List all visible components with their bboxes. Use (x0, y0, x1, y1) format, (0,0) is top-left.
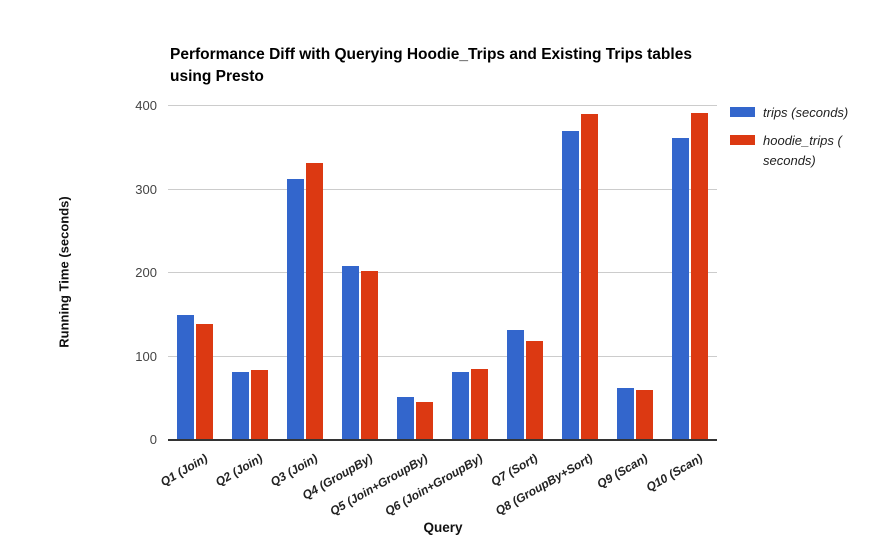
bar-trips-q3-join[interactable] (287, 178, 305, 440)
chart-title: Performance Diff with Querying Hoodie_Tr… (170, 44, 692, 88)
legend-swatch-trips (730, 107, 755, 117)
bar-group-q7-sort (497, 106, 552, 440)
y-tick-100: 100 (135, 348, 157, 364)
gridline-400 (168, 105, 717, 106)
bar-group-q2-join (223, 106, 278, 440)
y-tick-300: 300 (135, 181, 157, 197)
bar-hoodie-trips-q10-scan[interactable] (690, 112, 708, 440)
legend-label-line: seconds) (763, 153, 816, 168)
x-label-q2-join: Q2 (Join) (213, 451, 266, 490)
x-label-q9-scan: Q9 (Scan) (594, 451, 650, 492)
bar-hoodie-trips-q4-groupby[interactable] (361, 271, 379, 440)
bar-trips-q8-groupby-sort[interactable] (561, 131, 579, 440)
bar-hoodie-trips-q2-join[interactable] (251, 369, 269, 440)
gridline-200 (168, 272, 717, 273)
legend-swatch-hoodie-trips (730, 135, 755, 145)
plot-area (168, 105, 717, 441)
bar-hoodie-trips-q8-groupby-sort[interactable] (580, 114, 598, 440)
bar-hoodie-trips-q3-join[interactable] (306, 162, 324, 440)
x-axis-title: Query (423, 520, 463, 535)
bar-group-q6-join-groupby (443, 106, 498, 440)
bar-group-q1-join (168, 106, 223, 440)
bar-hoodie-trips-q9-scan[interactable] (635, 389, 653, 440)
bar-trips-q2-join[interactable] (232, 372, 250, 440)
bar-trips-q1-join[interactable] (177, 314, 195, 440)
legend-item-hoodie-trips[interactable]: hoodie_trips ( seconds) (730, 131, 880, 171)
bar-trips-q5-join-groupby[interactable] (397, 396, 415, 440)
x-label-q10-scan: Q10 (Scan) (643, 451, 705, 495)
bar-trips-q6-join-groupby[interactable] (451, 371, 469, 440)
gridline-300 (168, 188, 717, 190)
chart-title-line-1: Performance Diff with Querying Hoodie_Tr… (170, 46, 692, 63)
x-label-q6-join-groupby: Q6 (Join+GroupBy) (382, 451, 485, 519)
bar-hoodie-trips-q5-join-groupby[interactable] (416, 402, 434, 440)
x-axis-baseline (168, 439, 717, 441)
x-label-q8-groupby-sort: Q8 (GroupBy+Sort) (492, 451, 595, 518)
y-tick-200: 200 (135, 265, 157, 280)
bar-group-q3-join (278, 106, 333, 440)
bar-group-q8-groupby-sort (552, 106, 607, 440)
bar-trips-q9-scan[interactable] (616, 388, 634, 440)
x-label-q1-join: Q1 (Join) (158, 451, 211, 490)
bar-group-q5-join-groupby (388, 106, 443, 440)
legend-label: trips (seconds) (763, 103, 848, 123)
bar-trips-q4-groupby[interactable] (342, 266, 360, 440)
y-tick-400: 400 (135, 98, 157, 113)
bar-group-q4-groupby (333, 106, 388, 440)
bar-group-q9-scan (607, 106, 662, 440)
bar-hoodie-trips-q1-join[interactable] (196, 323, 214, 440)
x-label-q5-join-groupby: Q5 (Join+GroupBy) (327, 451, 431, 519)
legend-item-trips[interactable]: trips (seconds) (730, 103, 880, 123)
chart-title-line-2: using Presto (170, 68, 264, 85)
legend-label: hoodie_trips ( seconds) (763, 131, 842, 171)
bar-hoodie-trips-q6-join-groupby[interactable] (470, 369, 488, 440)
y-tick-0: 0 (149, 432, 157, 447)
legend-label-line: trips (seconds) (763, 105, 849, 120)
bar-group-q10-scan (662, 106, 717, 440)
gridline-100 (168, 355, 717, 357)
legend-label-line: hoodie_trips ( (763, 133, 842, 148)
legend: trips (seconds) hoodie_trips ( seconds) (730, 103, 880, 179)
bar-hoodie-trips-q7-sort[interactable] (525, 341, 543, 440)
bar-trips-q7-sort[interactable] (506, 329, 524, 440)
bar-trips-q10-scan[interactable] (671, 137, 689, 440)
